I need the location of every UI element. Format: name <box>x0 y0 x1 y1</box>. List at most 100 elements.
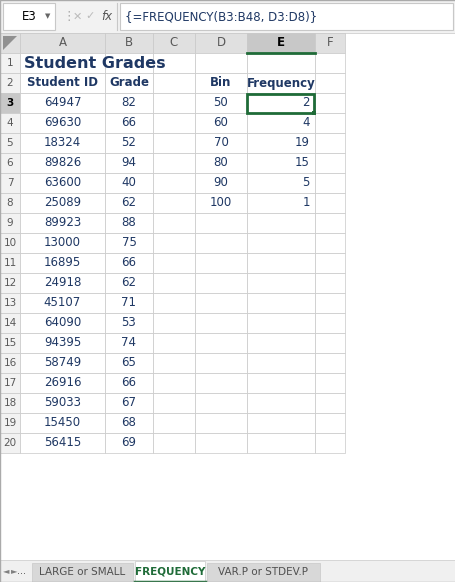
Text: 1: 1 <box>302 197 309 210</box>
Bar <box>247 353 314 373</box>
Bar <box>314 413 344 433</box>
Bar <box>247 333 314 353</box>
Bar <box>153 293 195 313</box>
Bar <box>153 53 195 73</box>
Text: 20: 20 <box>4 438 16 448</box>
Text: 6: 6 <box>7 158 13 168</box>
Bar <box>105 33 153 53</box>
Text: 16895: 16895 <box>44 257 81 269</box>
Bar <box>247 393 314 413</box>
Text: 18324: 18324 <box>44 137 81 150</box>
Text: 17: 17 <box>3 378 16 388</box>
Bar <box>20 93 105 113</box>
Bar <box>247 33 314 53</box>
Bar <box>105 73 153 93</box>
Text: 65: 65 <box>121 357 136 370</box>
Bar <box>153 373 195 393</box>
Text: 100: 100 <box>209 197 232 210</box>
Bar <box>195 333 247 353</box>
Text: ✕: ✕ <box>73 12 82 22</box>
Text: 8: 8 <box>7 198 13 208</box>
Text: 94: 94 <box>121 157 136 169</box>
Bar <box>105 153 153 173</box>
Bar <box>195 373 247 393</box>
Text: 4: 4 <box>7 118 13 128</box>
Bar <box>0 393 20 413</box>
Text: 71: 71 <box>121 296 136 310</box>
Bar <box>105 293 153 313</box>
Bar <box>105 333 153 353</box>
Bar <box>195 153 247 173</box>
Bar <box>314 153 344 173</box>
Text: VAR.P or STDEV.P: VAR.P or STDEV.P <box>218 567 308 577</box>
Bar <box>32 563 132 582</box>
Text: 53: 53 <box>121 317 136 329</box>
Bar <box>247 213 314 233</box>
Bar <box>0 33 20 53</box>
Bar <box>195 33 247 53</box>
Text: 15450: 15450 <box>44 417 81 430</box>
Text: 45107: 45107 <box>44 296 81 310</box>
Bar <box>20 53 105 73</box>
Text: 89923: 89923 <box>44 217 81 229</box>
Bar <box>105 213 153 233</box>
Bar <box>247 193 314 213</box>
Text: ►: ► <box>11 566 17 576</box>
Polygon shape <box>3 36 17 50</box>
Text: Frequency: Frequency <box>246 76 315 90</box>
Text: {=FREQUENCY(B3:B48, D3:D8)}: {=FREQUENCY(B3:B48, D3:D8)} <box>125 10 317 23</box>
Bar <box>0 73 20 93</box>
Bar <box>153 173 195 193</box>
Bar <box>247 273 314 293</box>
Bar <box>105 253 153 273</box>
Bar <box>314 353 344 373</box>
Bar <box>153 233 195 253</box>
Text: ⋮: ⋮ <box>62 10 74 23</box>
Bar <box>314 93 344 113</box>
Bar <box>20 433 105 453</box>
Bar <box>20 173 105 193</box>
Bar <box>312 111 316 115</box>
Bar <box>314 433 344 453</box>
Bar <box>314 173 344 193</box>
Bar <box>105 93 153 113</box>
Bar <box>195 293 247 313</box>
Text: 13: 13 <box>3 298 16 308</box>
Bar <box>0 413 20 433</box>
Bar <box>314 133 344 153</box>
Text: 16: 16 <box>3 358 16 368</box>
Text: 64090: 64090 <box>44 317 81 329</box>
Bar <box>153 273 195 293</box>
Bar <box>20 193 105 213</box>
Bar <box>105 193 153 213</box>
Bar <box>0 560 455 582</box>
Text: 67: 67 <box>121 396 136 410</box>
Bar <box>314 73 344 93</box>
Bar <box>20 213 105 233</box>
Text: 10: 10 <box>4 238 16 248</box>
Bar <box>0 253 20 273</box>
Bar <box>20 253 105 273</box>
Bar <box>247 94 314 112</box>
Bar <box>0 153 20 173</box>
Bar <box>195 113 247 133</box>
Bar <box>153 413 195 433</box>
Bar <box>247 413 314 433</box>
Text: ✓: ✓ <box>85 12 94 22</box>
Text: 90: 90 <box>213 176 228 190</box>
Bar <box>247 93 314 113</box>
Bar <box>247 133 314 153</box>
Bar <box>153 313 195 333</box>
Bar <box>20 133 105 153</box>
Bar <box>206 563 319 582</box>
Bar <box>247 173 314 193</box>
Text: 3: 3 <box>6 98 14 108</box>
Bar <box>153 353 195 373</box>
Bar <box>105 273 153 293</box>
Text: fx: fx <box>101 10 112 23</box>
Bar <box>20 293 105 313</box>
Text: 12: 12 <box>3 278 16 288</box>
Bar <box>314 193 344 213</box>
Text: Student Grades: Student Grades <box>24 55 165 70</box>
Bar <box>195 313 247 333</box>
